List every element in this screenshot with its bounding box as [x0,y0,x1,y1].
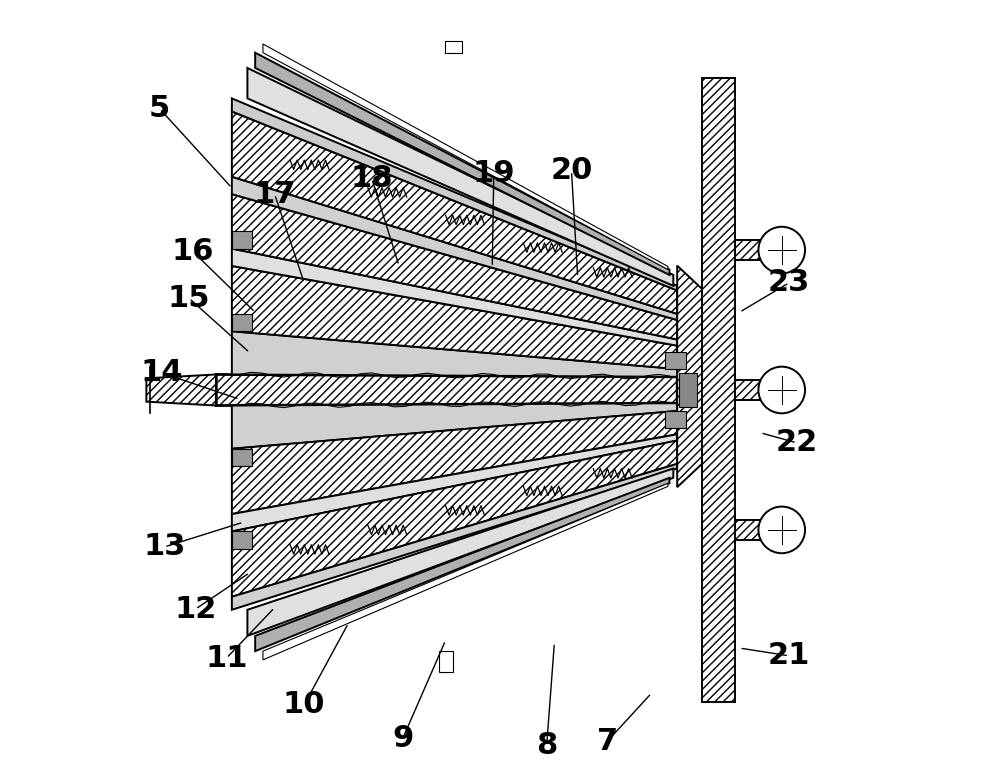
Polygon shape [232,98,677,290]
Polygon shape [232,531,252,548]
Text: 20: 20 [550,156,593,186]
Text: 9: 9 [392,724,414,753]
Text: 5: 5 [149,94,170,123]
Polygon shape [232,232,252,249]
Text: 11: 11 [205,644,248,672]
Polygon shape [216,374,677,406]
Polygon shape [232,314,252,332]
Polygon shape [232,403,677,448]
Text: 17: 17 [253,179,296,208]
Polygon shape [232,441,677,597]
Text: 21: 21 [768,641,810,670]
Polygon shape [146,374,216,406]
Text: 13: 13 [143,533,185,562]
Polygon shape [702,77,735,703]
Polygon shape [679,373,697,407]
Text: 15: 15 [168,284,210,313]
Circle shape [758,506,805,553]
Polygon shape [677,266,702,488]
Polygon shape [232,194,677,339]
Polygon shape [255,478,669,651]
Text: 7: 7 [597,727,618,756]
Text: 18: 18 [351,164,393,193]
Polygon shape [232,448,252,466]
Polygon shape [665,352,686,369]
Polygon shape [232,112,677,314]
Text: 10: 10 [283,690,325,719]
Text: 22: 22 [776,428,818,457]
Polygon shape [232,177,677,320]
Polygon shape [445,41,462,53]
Polygon shape [232,464,677,610]
Text: 14: 14 [141,358,183,388]
Polygon shape [665,411,686,428]
Polygon shape [263,484,668,660]
Polygon shape [255,53,669,275]
Polygon shape [735,520,801,540]
Polygon shape [247,68,673,285]
Text: 8: 8 [536,732,557,760]
Polygon shape [735,240,801,260]
Polygon shape [232,434,677,531]
Text: 19: 19 [472,159,515,189]
Polygon shape [232,266,677,369]
Polygon shape [247,469,673,636]
Polygon shape [735,381,801,399]
Polygon shape [232,249,677,346]
Text: 12: 12 [174,594,217,624]
Circle shape [758,227,805,274]
Text: 23: 23 [768,268,810,297]
Polygon shape [232,332,677,377]
Text: 16: 16 [172,237,214,266]
Polygon shape [439,651,453,672]
Polygon shape [232,411,677,514]
Circle shape [758,367,805,413]
Polygon shape [263,44,668,270]
